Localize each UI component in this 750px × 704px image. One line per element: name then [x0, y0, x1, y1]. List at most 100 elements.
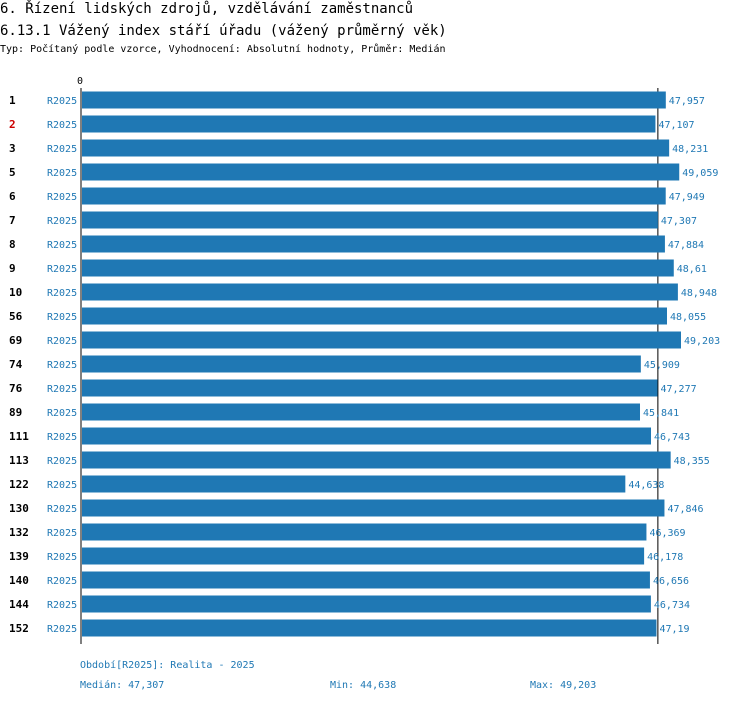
bar	[82, 307, 668, 325]
bar	[82, 379, 658, 397]
bar	[82, 163, 680, 181]
category-label: 9	[9, 262, 16, 275]
chart-type-line: Typ: Počítaný podle vzorce, Vyhodnocení:…	[0, 44, 446, 55]
bar	[82, 571, 650, 589]
bar	[82, 595, 651, 613]
value-label: 49,203	[684, 336, 720, 347]
category-label: 69	[9, 334, 22, 347]
category-label: 130	[9, 502, 29, 515]
bar	[82, 427, 652, 445]
category-label: 152	[9, 622, 29, 635]
category-label: 111	[9, 430, 29, 443]
chart-title: 6. Řízení lidských zdrojů, vzdělávání za…	[0, 1, 414, 17]
series-label: R2025	[47, 240, 77, 251]
series-label: R2025	[47, 144, 77, 155]
value-label: 47,846	[667, 504, 703, 515]
value-label: 48,231	[672, 144, 708, 155]
value-label: 48,61	[677, 264, 707, 275]
series-label: R2025	[47, 480, 77, 491]
series-label: R2025	[47, 456, 77, 467]
category-label: 144	[9, 598, 29, 611]
value-label: 46,369	[649, 528, 685, 539]
bar	[82, 115, 656, 133]
series-label: R2025	[47, 504, 77, 515]
category-label: 1	[9, 94, 16, 107]
bar	[82, 547, 645, 565]
category-label: 132	[9, 526, 29, 539]
series-label: R2025	[47, 168, 77, 179]
category-label: 122	[9, 478, 29, 491]
value-label: 46,734	[654, 600, 690, 611]
category-label: 5	[9, 166, 16, 179]
bar	[82, 475, 626, 493]
category-label: 140	[9, 574, 29, 587]
bar	[82, 259, 674, 277]
category-label: 6	[9, 190, 16, 203]
category-label: 113	[9, 454, 29, 467]
value-label: 46,743	[654, 432, 690, 443]
footer-min: Min: 44,638	[330, 680, 397, 691]
chart-subtitle: 6.13.1 Vážený index stáří úřadu (vážený …	[0, 23, 447, 39]
value-label: 45,841	[643, 408, 679, 419]
series-label: R2025	[47, 600, 77, 611]
bar	[82, 619, 657, 637]
category-label: 2	[9, 118, 16, 131]
series-label: R2025	[47, 192, 77, 203]
category-label: 139	[9, 550, 29, 563]
category-label: 3	[9, 142, 16, 155]
bar	[82, 523, 647, 541]
value-label: 49,059	[682, 168, 718, 179]
series-label: R2025	[47, 264, 77, 275]
value-label: 47,107	[658, 120, 694, 131]
bar	[82, 187, 666, 205]
value-label: 46,656	[653, 576, 689, 587]
footer-median: Medián: 47,307	[80, 680, 165, 691]
value-label: 48,948	[681, 288, 717, 299]
value-label: 47,19	[659, 624, 689, 635]
category-label: 74	[9, 358, 23, 371]
bar	[82, 499, 665, 517]
category-label: 56	[9, 310, 23, 323]
category-label: 89	[9, 406, 22, 419]
value-label: 47,949	[669, 192, 705, 203]
bar	[82, 331, 681, 349]
value-label: 46,178	[647, 552, 683, 563]
value-label: 47,277	[661, 384, 697, 395]
category-label: 76	[9, 382, 23, 395]
footer-period: Období[R2025]: Realita - 2025	[80, 660, 255, 671]
series-label: R2025	[47, 216, 77, 227]
value-label: 45,909	[644, 360, 680, 371]
series-label: R2025	[47, 120, 77, 131]
value-label: 48,355	[674, 456, 710, 467]
series-label: R2025	[47, 384, 77, 395]
series-label: R2025	[47, 336, 77, 347]
series-label: R2025	[47, 96, 77, 107]
value-label: 48,055	[670, 312, 706, 323]
series-label: R2025	[47, 528, 77, 539]
bar	[82, 211, 658, 229]
value-label: 47,307	[661, 216, 697, 227]
series-label: R2025	[47, 288, 77, 299]
value-label: 47,884	[668, 240, 704, 251]
series-label: R2025	[47, 552, 77, 563]
series-label: R2025	[47, 432, 77, 443]
axis-zero-label: 0	[77, 76, 83, 87]
value-label: 47,957	[669, 96, 705, 107]
bar	[82, 403, 641, 421]
category-label: 7	[9, 214, 16, 227]
bar	[82, 283, 678, 301]
bar-chart: 0 1 R2025 47,957 2 R2025 47,107 3 R2025 48,231 5 R2…	[9, 76, 720, 644]
series-label: R2025	[47, 408, 77, 419]
category-label: 8	[9, 238, 16, 251]
bar	[82, 91, 666, 109]
series-label: R2025	[47, 360, 77, 371]
bar	[82, 139, 670, 157]
footer-max: Max: 49,203	[530, 680, 597, 691]
value-label: 44,638	[628, 480, 664, 491]
category-label: 10	[9, 286, 22, 299]
bar	[82, 451, 671, 469]
bar	[82, 355, 641, 373]
series-label: R2025	[47, 312, 77, 323]
series-label: R2025	[47, 624, 77, 635]
series-label: R2025	[47, 576, 77, 587]
